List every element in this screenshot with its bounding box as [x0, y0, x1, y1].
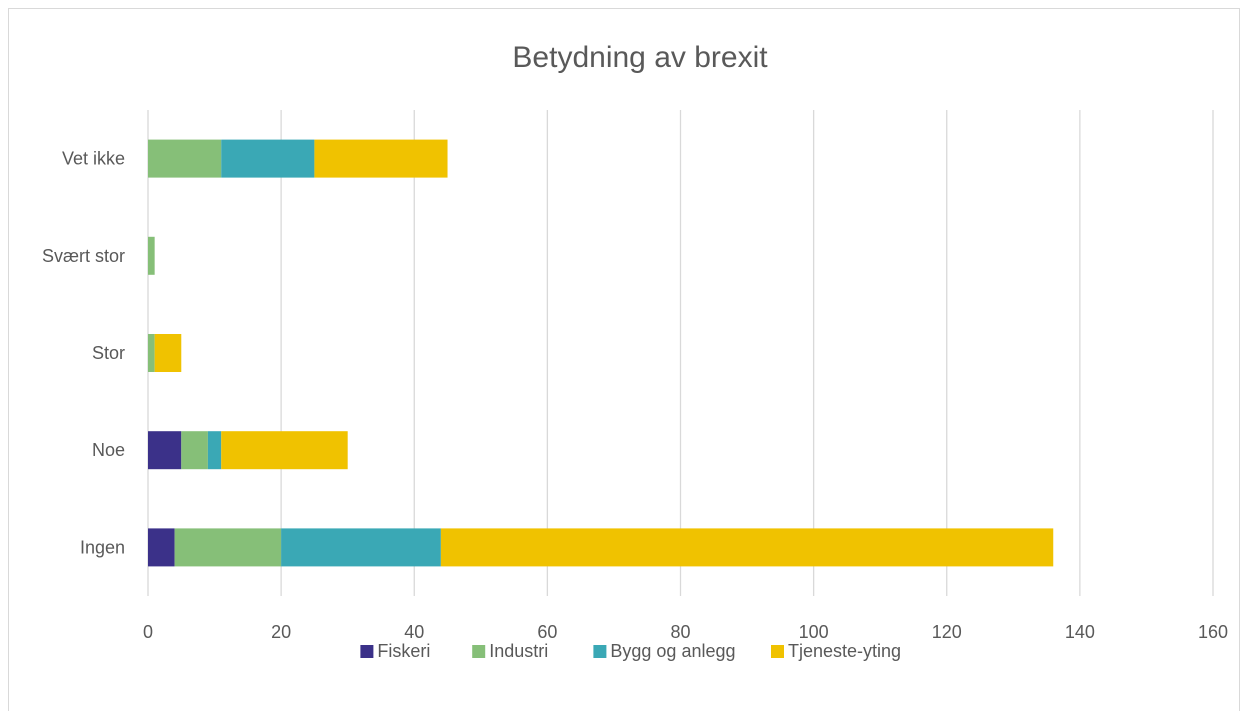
x-axis-labels: 0 20 40 60 80 100 120 140 160 [143, 622, 1228, 642]
legend-label: Fiskeri [377, 641, 430, 661]
legend-swatch [472, 645, 486, 658]
bar-industri [181, 431, 208, 470]
bar-industri [148, 334, 155, 372]
bar-fiskeri [148, 431, 182, 470]
bar-bygg-og-anlegg [281, 528, 441, 567]
legend-label: Bygg og anlegg [610, 641, 735, 661]
bar-fiskeri [148, 528, 175, 567]
legend-swatch [593, 645, 607, 658]
x-tick-label: 40 [404, 622, 424, 642]
bar-industri [174, 528, 282, 567]
x-tick-label: 160 [1198, 622, 1228, 642]
legend: Fiskeri Industri Bygg og anlegg Tjeneste-yt… [360, 641, 901, 661]
x-tick-label: 0 [143, 622, 153, 642]
x-tick-label: 140 [1065, 622, 1095, 642]
y-axis-labels: Vet ikke Svært stor Stor Noe Ingen [42, 149, 125, 558]
bar-bygg-og-anlegg [221, 139, 315, 178]
legend-label: Industri [489, 641, 548, 661]
legend-swatch [771, 645, 784, 658]
x-tick-label: 60 [537, 622, 557, 642]
gridlines [147, 110, 1214, 596]
legend-label: Tjeneste-yting [788, 641, 901, 661]
x-tick-label: 120 [932, 622, 962, 642]
chart-title: Betydning av brexit [512, 41, 768, 74]
bar-tjeneste-yting [154, 334, 182, 372]
legend-swatch [360, 645, 374, 658]
y-tick-label: Noe [92, 440, 125, 460]
y-tick-label: Stor [92, 343, 125, 363]
bar-industri [148, 236, 155, 275]
bar-tjeneste-yting [440, 528, 1054, 567]
y-tick-label: Vet ikke [62, 149, 125, 169]
y-tick-label: Ingen [80, 537, 125, 557]
x-tick-label: 80 [670, 622, 690, 642]
chart-frame [8, 8, 1240, 711]
bar-tjeneste-yting [314, 139, 448, 178]
bar-bygg-og-anlegg [207, 431, 222, 470]
x-tick-label: 100 [799, 622, 829, 642]
x-tick-label: 20 [271, 622, 291, 642]
bar-industri [148, 139, 222, 178]
y-tick-label: Svært stor [42, 246, 125, 266]
bar-tjeneste-yting [221, 431, 348, 470]
bars [148, 139, 1054, 567]
